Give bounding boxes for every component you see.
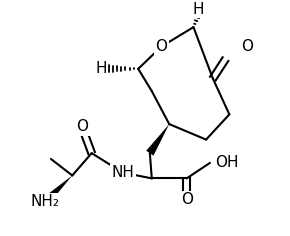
Text: NH: NH <box>111 165 134 180</box>
Text: NH₂: NH₂ <box>31 194 60 209</box>
Text: O: O <box>76 119 88 135</box>
Text: H: H <box>96 61 107 76</box>
Text: O: O <box>181 192 193 207</box>
Text: H: H <box>193 2 204 17</box>
Text: OH: OH <box>215 155 238 170</box>
Polygon shape <box>42 176 72 205</box>
Text: O: O <box>241 39 253 54</box>
Polygon shape <box>146 124 169 156</box>
Text: O: O <box>155 39 168 54</box>
